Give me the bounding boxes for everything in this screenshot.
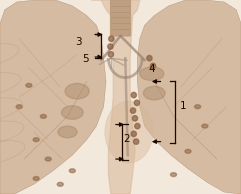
Polygon shape [137, 0, 241, 194]
Ellipse shape [171, 173, 176, 177]
Ellipse shape [108, 52, 114, 57]
Ellipse shape [130, 108, 136, 113]
Ellipse shape [135, 123, 140, 129]
Ellipse shape [131, 131, 136, 137]
Ellipse shape [132, 116, 138, 121]
Ellipse shape [185, 149, 191, 153]
Text: 3: 3 [75, 37, 82, 47]
Ellipse shape [131, 92, 136, 98]
Text: 4: 4 [148, 64, 155, 74]
Text: 1: 1 [179, 101, 186, 111]
Ellipse shape [33, 177, 39, 180]
Ellipse shape [69, 169, 75, 173]
Ellipse shape [150, 63, 156, 69]
Ellipse shape [143, 86, 165, 100]
Ellipse shape [147, 55, 152, 61]
FancyBboxPatch shape [111, 0, 130, 36]
Ellipse shape [109, 36, 114, 42]
Polygon shape [0, 0, 106, 194]
Ellipse shape [202, 124, 208, 128]
Ellipse shape [195, 105, 201, 109]
Ellipse shape [45, 157, 51, 161]
Text: 2: 2 [124, 134, 130, 144]
Text: 5: 5 [82, 54, 88, 64]
Ellipse shape [57, 182, 63, 186]
Ellipse shape [40, 114, 46, 118]
Ellipse shape [105, 101, 153, 163]
Ellipse shape [33, 138, 39, 142]
Ellipse shape [140, 67, 164, 81]
Ellipse shape [134, 100, 140, 106]
Ellipse shape [108, 44, 113, 49]
Ellipse shape [58, 126, 77, 138]
Ellipse shape [134, 139, 139, 144]
Ellipse shape [65, 83, 89, 99]
Ellipse shape [16, 105, 22, 109]
Ellipse shape [26, 83, 32, 87]
Ellipse shape [61, 106, 83, 119]
Polygon shape [92, 0, 140, 194]
